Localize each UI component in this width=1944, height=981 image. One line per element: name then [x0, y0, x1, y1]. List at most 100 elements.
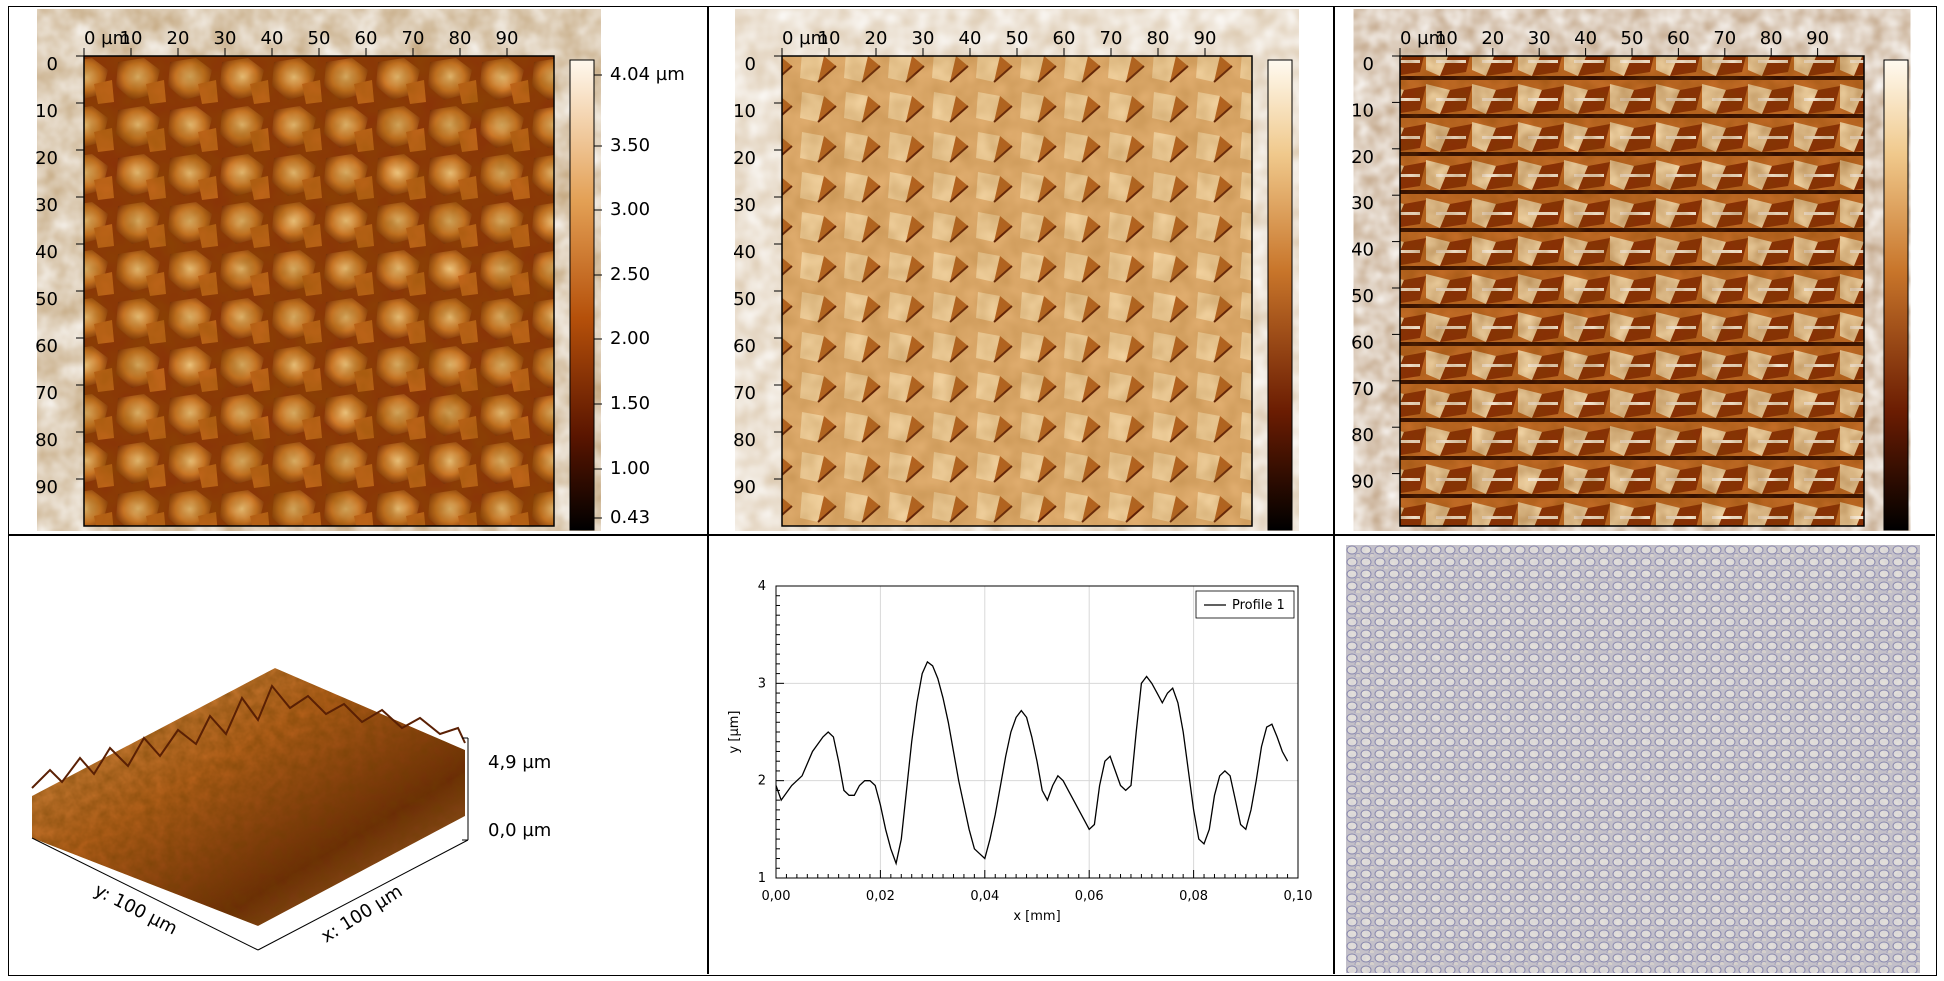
x-tick-label: 90 [1806, 28, 1829, 49]
y-tick-label: 30 [35, 195, 58, 216]
y-tick-label: 60 [1351, 332, 1374, 353]
y-tick-label: 70 [35, 383, 58, 404]
legend: Profile 1 [1195, 590, 1295, 619]
x-tick-label: 70 [1100, 28, 1123, 49]
y-tick-label: 10 [1351, 100, 1374, 121]
y-tick-label: 30 [733, 195, 756, 216]
optical-micrograph-panel [1346, 545, 1920, 973]
y-tick-label: 50 [733, 289, 756, 310]
y-tick-label: 30 [1351, 193, 1374, 214]
y-tick-label: 0 [47, 54, 58, 75]
legend-entry: Profile 1 [1232, 598, 1285, 613]
y-tick-label: 1 [758, 871, 766, 886]
z-max-label: 4,9 µm [488, 752, 551, 773]
y-tick-label: 10 [35, 101, 58, 122]
colorbar-label: 1.50 [610, 393, 650, 414]
colorbar-labels: 4.04 µm 3.50 3.00 2.50 2.00 1.50 1.00 0.43 [594, 64, 685, 528]
x-tick-label: 30 [912, 28, 935, 49]
colorbar [1883, 59, 1909, 531]
y-tick-label: 90 [35, 477, 58, 498]
x-tick-label: 20 [865, 28, 888, 49]
x-tick-label: 0 µm [84, 28, 130, 49]
x-tick-label: 80 [1147, 28, 1170, 49]
x-axis-ticks: 0,00 0,02 0,04 0,06 0,08 0,10 [762, 870, 1313, 904]
afm-amplitude-panel: 0 µm 10 20 30 40 50 60 70 80 90 0 10 20 30 40 50 60 70 80… [708, 8, 1330, 531]
x-axis-label: x [mm] [1013, 909, 1060, 924]
optical-micrograph [1346, 545, 1920, 973]
x-tick-label: 40 [959, 28, 982, 49]
y-tick-label: 70 [733, 383, 756, 404]
colorbar-label: 3.00 [610, 199, 650, 220]
x-tick-label: 40 [1574, 28, 1597, 49]
x-tick-label: 10 [120, 28, 143, 49]
y-tick-label: 0 [745, 54, 756, 75]
x-tick-label: 20 [1481, 28, 1504, 49]
y-tick-label: 90 [1351, 472, 1374, 493]
x-tick-label: 50 [1006, 28, 1029, 49]
colorbar [569, 59, 595, 531]
y-tick-label: 10 [733, 101, 756, 122]
divider [9, 534, 1935, 536]
x-tick-label: 90 [496, 28, 519, 49]
x-tick-label: 30 [1528, 28, 1551, 49]
y-tick-label: 50 [1351, 286, 1374, 307]
x-tick-label: 30 [214, 28, 237, 49]
x-tick-label: 50 [308, 28, 331, 49]
x-tick-label: 60 [1667, 28, 1690, 49]
x-tick-label: 70 [402, 28, 425, 49]
phase-map-texture [1400, 56, 1864, 526]
colorbar-label: 0.43 [610, 507, 650, 528]
x-tick-label: 0,10 [1284, 889, 1313, 904]
y-tick-label: 4 [758, 579, 766, 594]
colorbar-label: 3.50 [610, 135, 650, 156]
y-tick-label: 80 [35, 430, 58, 451]
y-axis: 0 10 20 30 40 50 60 70 80 90 [35, 54, 84, 498]
y-tick-label: 60 [733, 336, 756, 357]
plot-area [775, 585, 1299, 879]
y-tick-label: 20 [1351, 147, 1374, 168]
x-tick-label: 10 [1435, 28, 1458, 49]
x-tick-label: 50 [1621, 28, 1644, 49]
colorbar [1267, 59, 1293, 531]
divider [1333, 7, 1335, 974]
y-axis-ticks: 1 2 3 4 [758, 579, 784, 886]
surface-3d-view: 4,9 µm 0,0 µm y: 100 µm x: 100 µm [31, 668, 551, 951]
y-tick-label: 40 [1351, 240, 1374, 261]
surface-mesh [32, 668, 465, 926]
profile-chart-panel: 0,00 0,02 0,04 0,06 0,08 0,10 1 2 3 4 x [mm] y [… [708, 538, 1330, 976]
x-tick-label: 20 [167, 28, 190, 49]
y-tick-label: 60 [35, 336, 58, 357]
series-profile-1 [775, 660, 1289, 866]
x-tick-label: 0,00 [762, 889, 791, 904]
y-tick-label: 20 [733, 148, 756, 169]
y-tick-label: 3 [758, 676, 766, 691]
x-tick-label: 90 [1194, 28, 1217, 49]
y-tick-label: 0 [1363, 54, 1374, 75]
y-tick-label: 50 [35, 289, 58, 310]
figure-grid [8, 6, 1937, 976]
y-axis: 0 10 20 30 40 50 60 70 80 90 [733, 54, 782, 498]
y-tick-label: 2 [758, 774, 766, 789]
y-tick-label: 80 [1351, 425, 1374, 446]
amplitude-map-texture [782, 56, 1252, 526]
colorbar-label: 1.00 [610, 458, 650, 479]
y-tick-label: 20 [35, 148, 58, 169]
x-tick-label: 10 [818, 28, 841, 49]
colorbar-label: 2.50 [610, 264, 650, 285]
x-tick-label: 0,04 [970, 889, 999, 904]
x-tick-label: 80 [1760, 28, 1783, 49]
chart-grid [775, 585, 1299, 879]
y-tick-label: 70 [1351, 379, 1374, 400]
x-tick-label: 0 µm [782, 28, 828, 49]
z-min-label: 0,0 µm [488, 820, 551, 841]
profile-chart: 0,00 0,02 0,04 0,06 0,08 0,10 1 2 3 4 x [mm] y [… [727, 579, 1313, 924]
divider [707, 7, 709, 974]
colorbar-label: 4.04 µm [610, 64, 685, 85]
x-tick-label: 60 [1053, 28, 1076, 49]
x-tick-label: 70 [1713, 28, 1736, 49]
x-tick-label: 0,08 [1179, 889, 1208, 904]
